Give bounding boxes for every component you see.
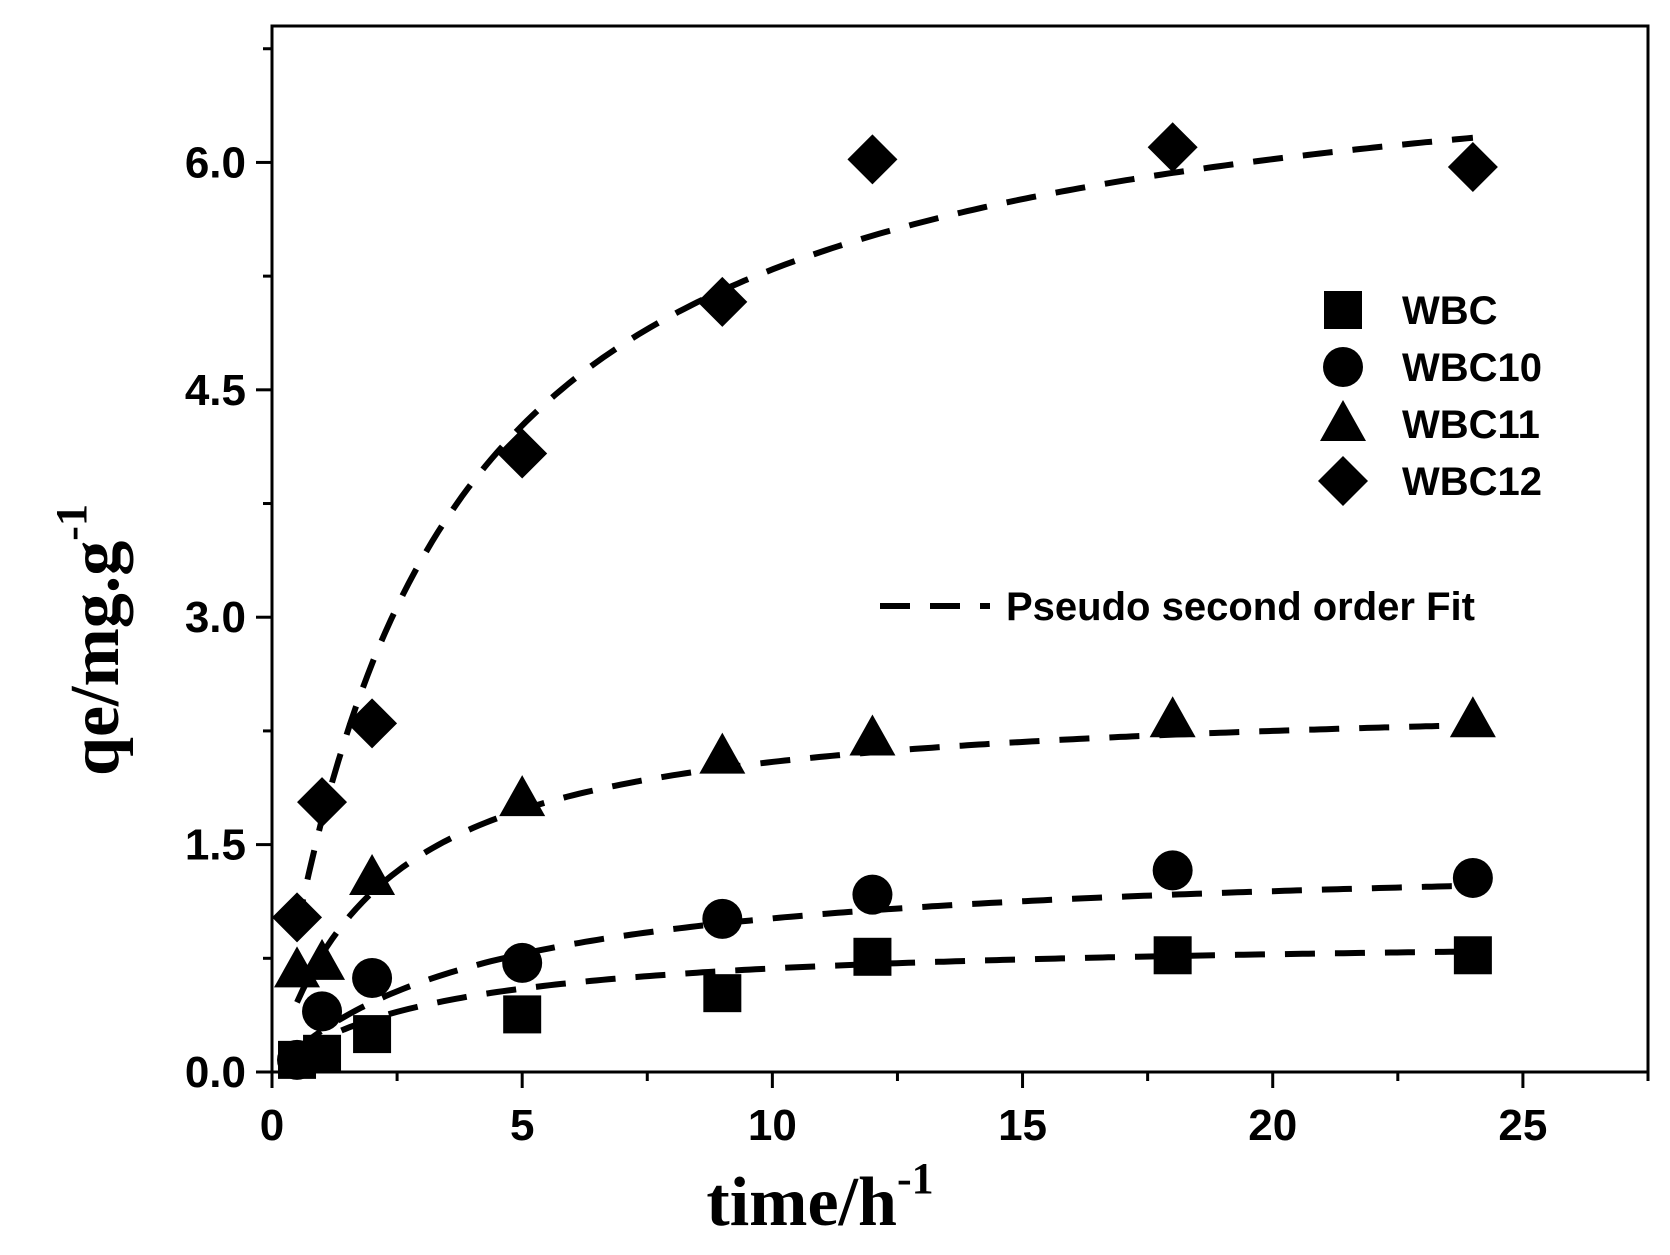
marker-wbc11	[849, 714, 896, 756]
marker-wbc	[703, 974, 742, 1013]
x-tick-label: 25	[1498, 1101, 1547, 1150]
y-tick-label: 4.5	[185, 366, 246, 415]
plot-border	[270, 24, 1650, 1074]
marker-wbc10	[352, 958, 393, 999]
marker-wbc12	[1447, 141, 1498, 192]
legend-marker-wbc12	[1318, 456, 1368, 506]
data-markers	[272, 122, 1498, 1080]
fit-line-wbc	[295, 948, 1473, 1056]
x-tick-label: 10	[748, 1101, 797, 1150]
marker-wbc10	[1452, 857, 1493, 898]
marker-wbc11	[1149, 696, 1196, 738]
marker-wbc11	[699, 732, 746, 774]
y-tick-label: 3.0	[185, 593, 246, 642]
x-tick-label: 20	[1248, 1101, 1297, 1150]
marker-wbc	[1453, 936, 1492, 975]
marker-wbc	[1153, 936, 1192, 975]
y-tick-label: 1.5	[185, 821, 246, 870]
y-tick-label: 6.0	[185, 138, 246, 187]
marker-wbc10	[302, 991, 343, 1032]
marker-wbc12	[697, 276, 748, 327]
marker-wbc	[853, 937, 892, 976]
marker-wbc12	[847, 134, 898, 185]
marker-wbc	[503, 995, 542, 1034]
y-axis-title: qe/mg.g-1	[47, 504, 134, 776]
marker-wbc12	[347, 698, 398, 749]
plot-frame	[270, 24, 1650, 1074]
y-axis-title-text: qe/mg.g	[57, 541, 134, 776]
legend-label-wbc12: WBC12	[1402, 460, 1542, 504]
marker-wbc12	[272, 892, 323, 943]
legend-label-wbc11: WBC11	[1402, 403, 1540, 447]
legend: WBC WBC10 WBC11 WBC12 Pseudo second order Fi…	[880, 289, 1542, 629]
x-tick-label: 15	[998, 1101, 1047, 1150]
marker-wbc12	[297, 777, 348, 828]
marker-wbc10	[702, 898, 743, 939]
marker-wbc10	[852, 874, 893, 915]
marker-wbc10	[502, 942, 543, 983]
marker-wbc12	[497, 428, 548, 479]
legend-marker-wbc11	[1320, 400, 1366, 441]
x-tick-label: 5	[510, 1101, 534, 1150]
tick-labels: 0 5 10 15 20 25 0.0 1.5 3.0 4.5 6.0	[185, 138, 1548, 1150]
marker-wbc10	[277, 1039, 318, 1080]
axis-ticks	[256, 47, 1650, 1088]
legend-label-fit: Pseudo second order Fit	[1006, 585, 1475, 629]
legend-marker-wbc10	[1323, 347, 1363, 387]
y-tick-label: 0.0	[185, 1048, 246, 1097]
fit-line-wbc12	[294, 134, 1474, 930]
marker-wbc11	[499, 775, 546, 817]
marker-wbc12	[1147, 122, 1198, 173]
marker-wbc11	[1449, 696, 1496, 738]
marker-wbc10	[1152, 850, 1193, 891]
marker-wbc11	[299, 938, 346, 980]
x-axis-title: time/h-1	[706, 1154, 933, 1241]
marker-wbc	[353, 1015, 392, 1054]
marker-wbc11	[349, 853, 396, 895]
legend-label-wbc: WBC	[1402, 289, 1498, 333]
x-axis-title-text: time/h	[706, 1164, 897, 1241]
y-axis-title-superscript: -1	[47, 504, 96, 541]
legend-marker-wbc	[1324, 291, 1362, 329]
x-tick-label: 0	[260, 1101, 284, 1150]
legend-label-wbc10: WBC10	[1402, 346, 1542, 390]
x-axis-title-superscript: -1	[897, 1154, 934, 1203]
